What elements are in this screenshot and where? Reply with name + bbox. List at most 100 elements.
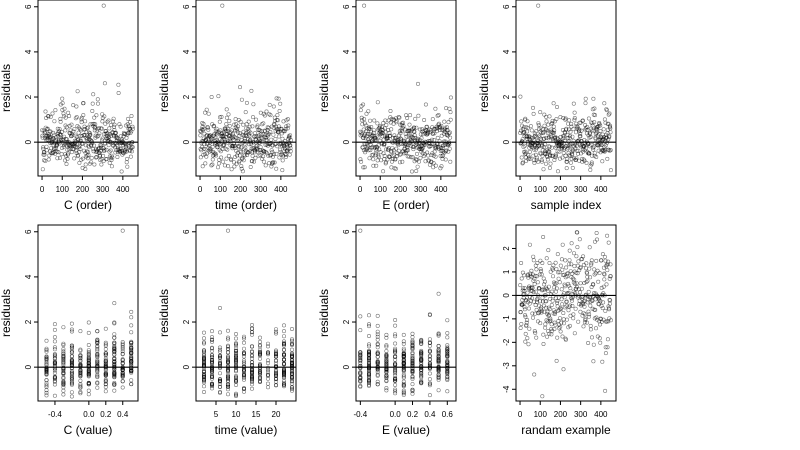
data-point: [383, 129, 388, 134]
data-point: [541, 130, 546, 135]
data-point: [445, 349, 450, 354]
data-point: [526, 306, 531, 311]
data-point: [564, 299, 569, 304]
data-point: [116, 82, 121, 87]
data-point: [361, 148, 366, 153]
data-point: [216, 130, 221, 135]
y-tick-label: 2: [182, 94, 191, 99]
data-point: [198, 133, 203, 138]
data-point: [544, 256, 549, 261]
data-point: [276, 134, 281, 139]
data-point: [549, 302, 554, 307]
data-point: [250, 354, 255, 359]
data-point: [277, 147, 282, 152]
data-point: [537, 133, 542, 138]
data-point: [210, 162, 215, 167]
data-point: [589, 162, 594, 167]
data-point: [265, 344, 270, 349]
data-point: [366, 350, 371, 355]
data-point: [110, 155, 115, 160]
data-point: [447, 130, 452, 135]
data-point: [265, 358, 270, 363]
data-point: [60, 107, 65, 112]
data-point: [585, 125, 590, 130]
data-point: [42, 152, 47, 157]
data-point: [574, 156, 579, 161]
data-point: [78, 363, 83, 368]
data-point: [225, 147, 230, 152]
data-point: [520, 288, 525, 293]
data-point: [234, 353, 239, 358]
data-point: [555, 149, 560, 154]
y-tick-label: -2: [502, 338, 511, 346]
data-point: [242, 153, 247, 158]
data-point: [554, 281, 559, 286]
data-point: [561, 310, 566, 315]
data-point: [432, 138, 437, 143]
data-point: [81, 113, 86, 118]
data-point: [69, 329, 74, 334]
data-point: [566, 281, 571, 286]
data-point: [289, 388, 294, 393]
y-axis-label: residuals: [317, 64, 331, 112]
data-point: [250, 377, 255, 382]
data-point: [427, 312, 432, 317]
data-point: [601, 135, 606, 140]
data-point: [202, 360, 207, 365]
y-axis-label: residuals: [0, 289, 13, 337]
data-point: [218, 361, 223, 366]
x-tick-label: 0.4: [117, 410, 129, 419]
data-point: [283, 155, 288, 160]
data-point: [103, 363, 108, 368]
data-point: [112, 340, 117, 345]
data-point: [405, 148, 410, 153]
data-point: [571, 312, 576, 317]
data-point: [525, 129, 530, 134]
data-point: [605, 156, 610, 161]
data-point: [235, 153, 240, 158]
data-point: [599, 285, 604, 290]
data-point: [248, 130, 253, 135]
data-point: [257, 367, 262, 372]
data-point: [289, 342, 294, 347]
data-point: [358, 328, 363, 333]
data-point: [286, 147, 291, 152]
data-point: [370, 144, 375, 149]
data-point: [94, 155, 99, 160]
data-point: [206, 141, 211, 146]
data-point: [218, 347, 223, 352]
data-point: [358, 365, 363, 370]
data-point: [396, 148, 401, 153]
data-point: [87, 133, 92, 138]
data-point: [233, 145, 238, 150]
data-point: [219, 133, 224, 138]
data-point: [540, 288, 545, 293]
data-point: [52, 366, 57, 371]
y-tick-label: 6: [24, 229, 33, 234]
data-point: [375, 379, 380, 384]
data-point: [599, 258, 604, 263]
data-point: [598, 317, 603, 322]
data-point: [410, 340, 415, 345]
data-point: [436, 113, 441, 118]
data-point: [548, 296, 553, 301]
data-point: [572, 264, 577, 269]
data-point: [257, 342, 262, 347]
data-point: [216, 94, 221, 99]
data-point: [365, 132, 370, 137]
data-point: [226, 337, 231, 342]
data-point: [438, 153, 443, 158]
data-point: [424, 124, 429, 129]
data-point: [123, 142, 128, 147]
data-point: [529, 128, 534, 133]
data-point: [69, 348, 74, 353]
data-point: [79, 120, 84, 125]
data-point: [448, 95, 453, 100]
data-point: [587, 312, 592, 317]
data-point: [420, 132, 425, 137]
data-point: [130, 140, 135, 145]
data-point: [242, 346, 247, 351]
data-point: [218, 330, 223, 335]
data-point: [202, 340, 207, 345]
